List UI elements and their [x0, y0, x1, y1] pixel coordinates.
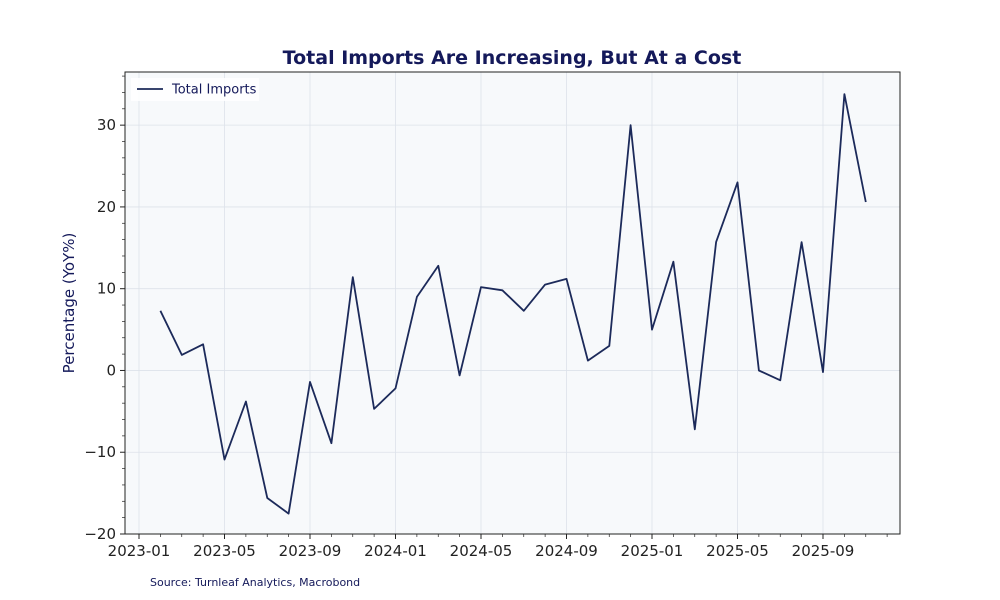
x-tick-label: 2024-05 — [450, 542, 513, 560]
x-tick-label: 2023-01 — [108, 542, 171, 560]
series-layer — [159, 93, 867, 515]
x-tick-label: 2023-09 — [279, 542, 342, 560]
chart-title: Total Imports Are Increasing, But At a C… — [283, 47, 742, 69]
x-tick-label: 2024-01 — [364, 542, 427, 560]
y-tick-label: 0 — [106, 361, 116, 379]
series-line-total-imports — [159, 93, 867, 515]
source-note: Source: Turnleaf Analytics, Macrobond — [150, 576, 361, 589]
legend-label: Total Imports — [171, 83, 257, 98]
x-axis: 2023-01 2023-05 2023-09 2024-01 2024-05 2024-… — [108, 534, 888, 560]
y-tick-label: 10 — [97, 280, 116, 298]
y-axis-label: Percentage (YoY%) — [60, 233, 78, 374]
legend-box — [131, 78, 259, 101]
grid-lines — [125, 72, 900, 535]
x-tick-label: 2024-09 — [535, 542, 598, 560]
x-tick-label: 2025-09 — [792, 542, 855, 560]
x-tick-label: 2025-01 — [621, 542, 684, 560]
y-tick-label: 20 — [97, 198, 116, 216]
plot-area — [124, 71, 901, 535]
y-axis: −20 −10 0 10 20 30 — [84, 75, 125, 543]
x-tick-label: 2025-05 — [706, 542, 769, 560]
y-tick-label: 30 — [97, 116, 116, 134]
plot-frame — [124, 71, 901, 535]
legend: Total Imports — [131, 78, 259, 101]
y-tick-label: −10 — [84, 443, 116, 461]
x-tick-label: 2023-05 — [193, 542, 256, 560]
y-tick-label: −20 — [84, 525, 116, 543]
